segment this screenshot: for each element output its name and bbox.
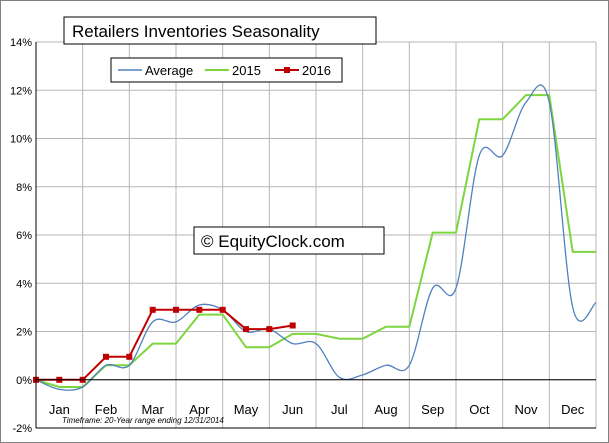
- watermark-frame: [193, 226, 385, 255]
- x-tick-label: Sep: [421, 402, 444, 417]
- footnote: Timeframe: 20-Year range ending 12/31/20…: [62, 416, 224, 425]
- legend-marker-2016: [284, 67, 290, 73]
- y-tick-label: 14%: [10, 37, 32, 49]
- x-tick-label: Mar: [141, 402, 164, 417]
- legend-label-2016: 2016: [302, 63, 331, 78]
- x-tick-label: Jan: [49, 402, 70, 417]
- y-tick-label: 4%: [16, 278, 32, 290]
- data-point-2016: [219, 306, 226, 313]
- x-tick-label: Aug: [374, 402, 397, 417]
- watermark: © EquityClock.com: [201, 232, 345, 251]
- data-point-2016: [243, 326, 249, 333]
- y-tick-label: 2%: [16, 327, 32, 339]
- x-tick-label: Jul: [331, 402, 348, 417]
- title-box: Retailers Inventories Seasonality: [63, 16, 377, 45]
- legend-label-2015: 2015: [232, 63, 261, 78]
- y-tick-label: 8%: [16, 182, 32, 194]
- x-tick-label: Jun: [282, 402, 303, 417]
- y-tick-label: -2%: [12, 423, 32, 435]
- x-tick-label: Oct: [469, 402, 490, 417]
- data-point-2016: [289, 322, 296, 329]
- data-point-2016: [173, 306, 179, 313]
- data-point-2016: [149, 306, 156, 313]
- watermark-box: © EquityClock.com: [193, 226, 385, 255]
- x-tick-label: Nov: [514, 402, 538, 417]
- series-line-average: [35, 84, 597, 391]
- x-tick-label: Apr: [189, 402, 210, 417]
- y-tick-label: 12%: [10, 85, 32, 97]
- axes: -2% 0% 2% 4% 6% 8% 10% 12% 14% Jan Feb Mar Apr May Jun…: [10, 37, 596, 435]
- data-point-2016: [126, 353, 133, 360]
- x-tick-label: May: [234, 402, 259, 417]
- x-tick-label: Dec: [561, 402, 585, 417]
- data-point-2016: [266, 326, 273, 333]
- legend-label-average: Average: [145, 63, 193, 78]
- chart-title: Retailers Inventories Seasonality: [72, 22, 320, 41]
- x-tick-label: Feb: [95, 402, 117, 417]
- y-tick-label: 0%: [16, 375, 32, 387]
- data-point-2016: [103, 353, 109, 360]
- title-frame: [63, 16, 377, 45]
- y-tick-label: 10%: [10, 134, 32, 146]
- data-point-2016: [196, 306, 203, 313]
- y-tick-label: 6%: [16, 230, 32, 242]
- legend: Average 2015 2016: [110, 57, 343, 83]
